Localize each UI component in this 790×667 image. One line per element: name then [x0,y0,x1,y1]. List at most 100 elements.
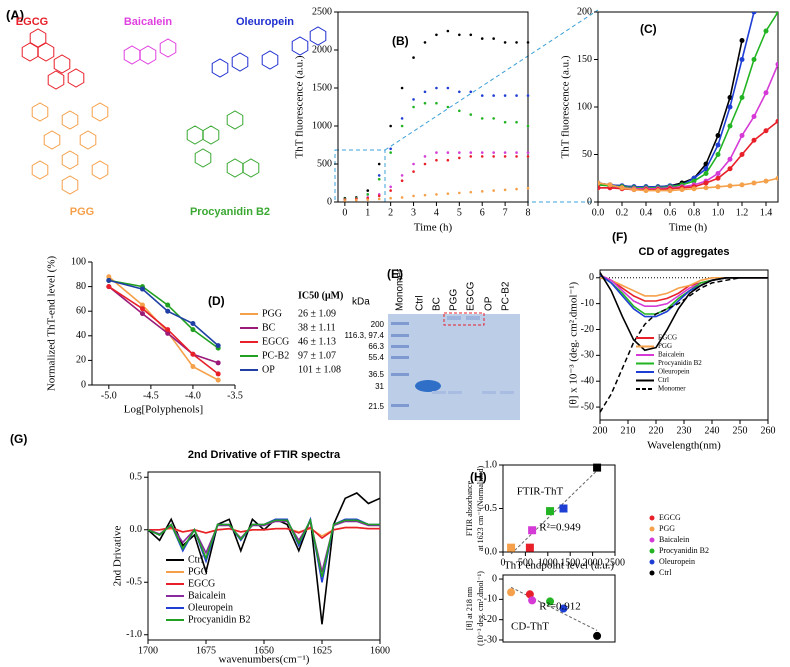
y-axis-label: Normalized ThT-end level (%) [46,256,58,392]
x-tick-label: 1675 [196,645,216,656]
plot-area [507,463,602,555]
point [190,351,196,357]
point [423,193,427,197]
band [391,345,409,348]
point [366,193,370,196]
x-tick-label: 0.4 [640,207,653,218]
x-tick-label: 0.8 [688,207,701,218]
point [503,151,507,154]
x-tick-label: 0 [501,557,506,568]
annotation: CD-ThT [511,621,549,633]
x-tick-label: 7 [503,207,508,218]
point [593,631,602,640]
point [515,187,518,191]
x-tick-label: 0.0 [592,207,605,218]
x-tick-label: 1000 [538,557,558,568]
band [391,373,409,376]
x-tick-label: 1 [365,207,370,218]
gel-lane: Ctrl [415,295,426,311]
x-tick-label: -4.0 [185,390,201,401]
x-axis-label: wavenumbers(cm⁻¹) [219,654,310,666]
point [215,360,221,366]
x-tick-label: 2000 [583,557,603,568]
compound-name: PGG [70,206,94,218]
y-tick-label: -20 [484,614,497,625]
ring [91,102,109,122]
point [528,526,537,535]
plot-area [599,272,768,413]
y-tick-label: -30 [484,634,497,645]
point [480,190,484,193]
ring [61,110,79,130]
point [739,182,745,188]
series-line [599,272,768,352]
point [546,597,555,606]
legend-label: Baicalein [659,535,689,544]
chart-title: CD of aggregates [638,246,729,258]
y-tick-label: -1.0 [126,629,142,640]
point [727,123,733,129]
gel-image [388,314,520,420]
legend-marker [649,548,655,554]
plot-frame [597,11,779,203]
x-tick-label: 260 [761,425,776,436]
plot-area [106,274,221,383]
legend-marker [649,515,655,521]
point [525,590,534,599]
panel-label: (B) [392,34,409,48]
point [469,113,473,116]
gel-marker: 116.3, 97.4 [345,331,385,340]
y-tick-label: 20 [76,355,86,366]
panel-label: (G) [10,432,27,446]
point [503,188,507,192]
ring [31,160,49,180]
panel-label: (A) [6,7,24,22]
ring [61,175,79,195]
point [739,38,745,43]
compound-name: Procyanidin B2 [190,206,270,218]
x-tick-label: 1.0 [712,207,725,218]
ic50-value: 97 ± 1.07 [298,350,336,361]
y-tick-label: -50 [581,401,594,412]
point [412,98,415,101]
y-axis-label: FTIR absorbance [465,480,474,536]
point [435,33,438,37]
legend-label: PGG [262,308,282,319]
y-tick-label: 100 [71,256,86,267]
annotation: FTIR-ThT [517,486,564,498]
y-tick-label: -10 [484,594,497,605]
band [391,356,409,359]
x-tick-label: 230 [677,425,692,436]
point [703,185,709,191]
ring [242,158,260,178]
point [593,463,602,472]
point [631,187,637,193]
legend-marker [649,537,655,543]
ring [202,125,220,145]
point [727,183,733,189]
point [515,120,518,124]
y-axis-label: ThT fluorescence (a.u.) [560,55,572,158]
point [165,308,171,314]
point [190,327,196,333]
gel-marker: 31 [375,382,384,391]
y-tick-label: 80 [76,281,86,292]
point [703,171,709,176]
band [432,391,446,394]
point [215,371,221,377]
point [423,90,427,94]
legend-label: PGG [658,342,672,350]
point [435,193,438,196]
annotation: R²=0.949 [539,522,581,534]
point [446,105,450,109]
point [446,29,450,33]
point [515,94,518,97]
y-tick-label: 100 [577,101,592,112]
point [190,321,196,326]
point [377,177,381,181]
x-tick-label: 0.2 [616,207,629,218]
point [458,151,461,154]
point [526,187,530,190]
point [480,117,484,120]
series-line [598,177,778,192]
